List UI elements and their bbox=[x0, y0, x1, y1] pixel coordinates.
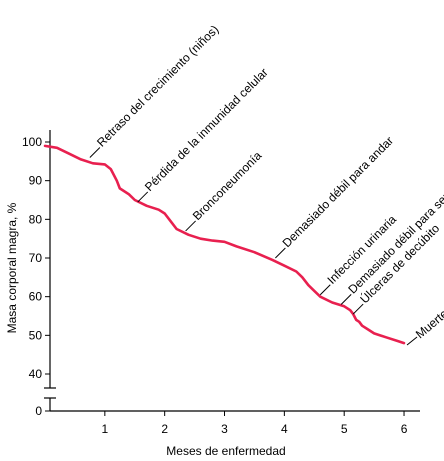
annotation-leader bbox=[275, 247, 286, 259]
y-tick-label: 90 bbox=[29, 174, 43, 188]
annotation-leader bbox=[352, 303, 364, 315]
y-tick-label: 0 bbox=[35, 404, 42, 418]
x-tick-label: 6 bbox=[401, 422, 408, 436]
annotations: Retraso del crecimiento (niños)Pérdida d… bbox=[89, 22, 444, 346]
y-tick-label: 100 bbox=[22, 135, 42, 149]
x-tick-label: 3 bbox=[221, 422, 228, 436]
y-axis-label: Masa corporal magra, % bbox=[5, 202, 19, 333]
series bbox=[43, 144, 406, 345]
axes bbox=[44, 130, 420, 412]
x-tick-label: 4 bbox=[281, 422, 288, 436]
annotation-label: Bronconeumonía bbox=[190, 148, 265, 223]
annotation-leader bbox=[185, 220, 196, 232]
x-axis-label: Meses de enfermedad bbox=[166, 444, 285, 458]
x-tick-label: 1 bbox=[101, 422, 108, 436]
y-tick-label: 50 bbox=[29, 328, 43, 342]
series-line bbox=[43, 144, 406, 345]
annotation-leader bbox=[89, 147, 101, 158]
y-tick-label: 60 bbox=[29, 290, 43, 304]
annotation-leader bbox=[340, 294, 352, 305]
y-tick-label: 70 bbox=[29, 251, 43, 265]
ticks: 40 50 60 70 80 90 100 0 1 2 3 4 5 6 bbox=[22, 135, 408, 436]
y-tick-label: 40 bbox=[29, 367, 43, 381]
x-tick-label: 2 bbox=[161, 422, 168, 436]
annotation-label: Muerte bbox=[413, 306, 444, 341]
x-tick-label: 5 bbox=[341, 422, 348, 436]
annotation-leader bbox=[319, 284, 331, 296]
annotation-leader bbox=[137, 191, 149, 203]
annotation-leader bbox=[406, 336, 418, 346]
y-tick-label: 80 bbox=[29, 212, 43, 226]
